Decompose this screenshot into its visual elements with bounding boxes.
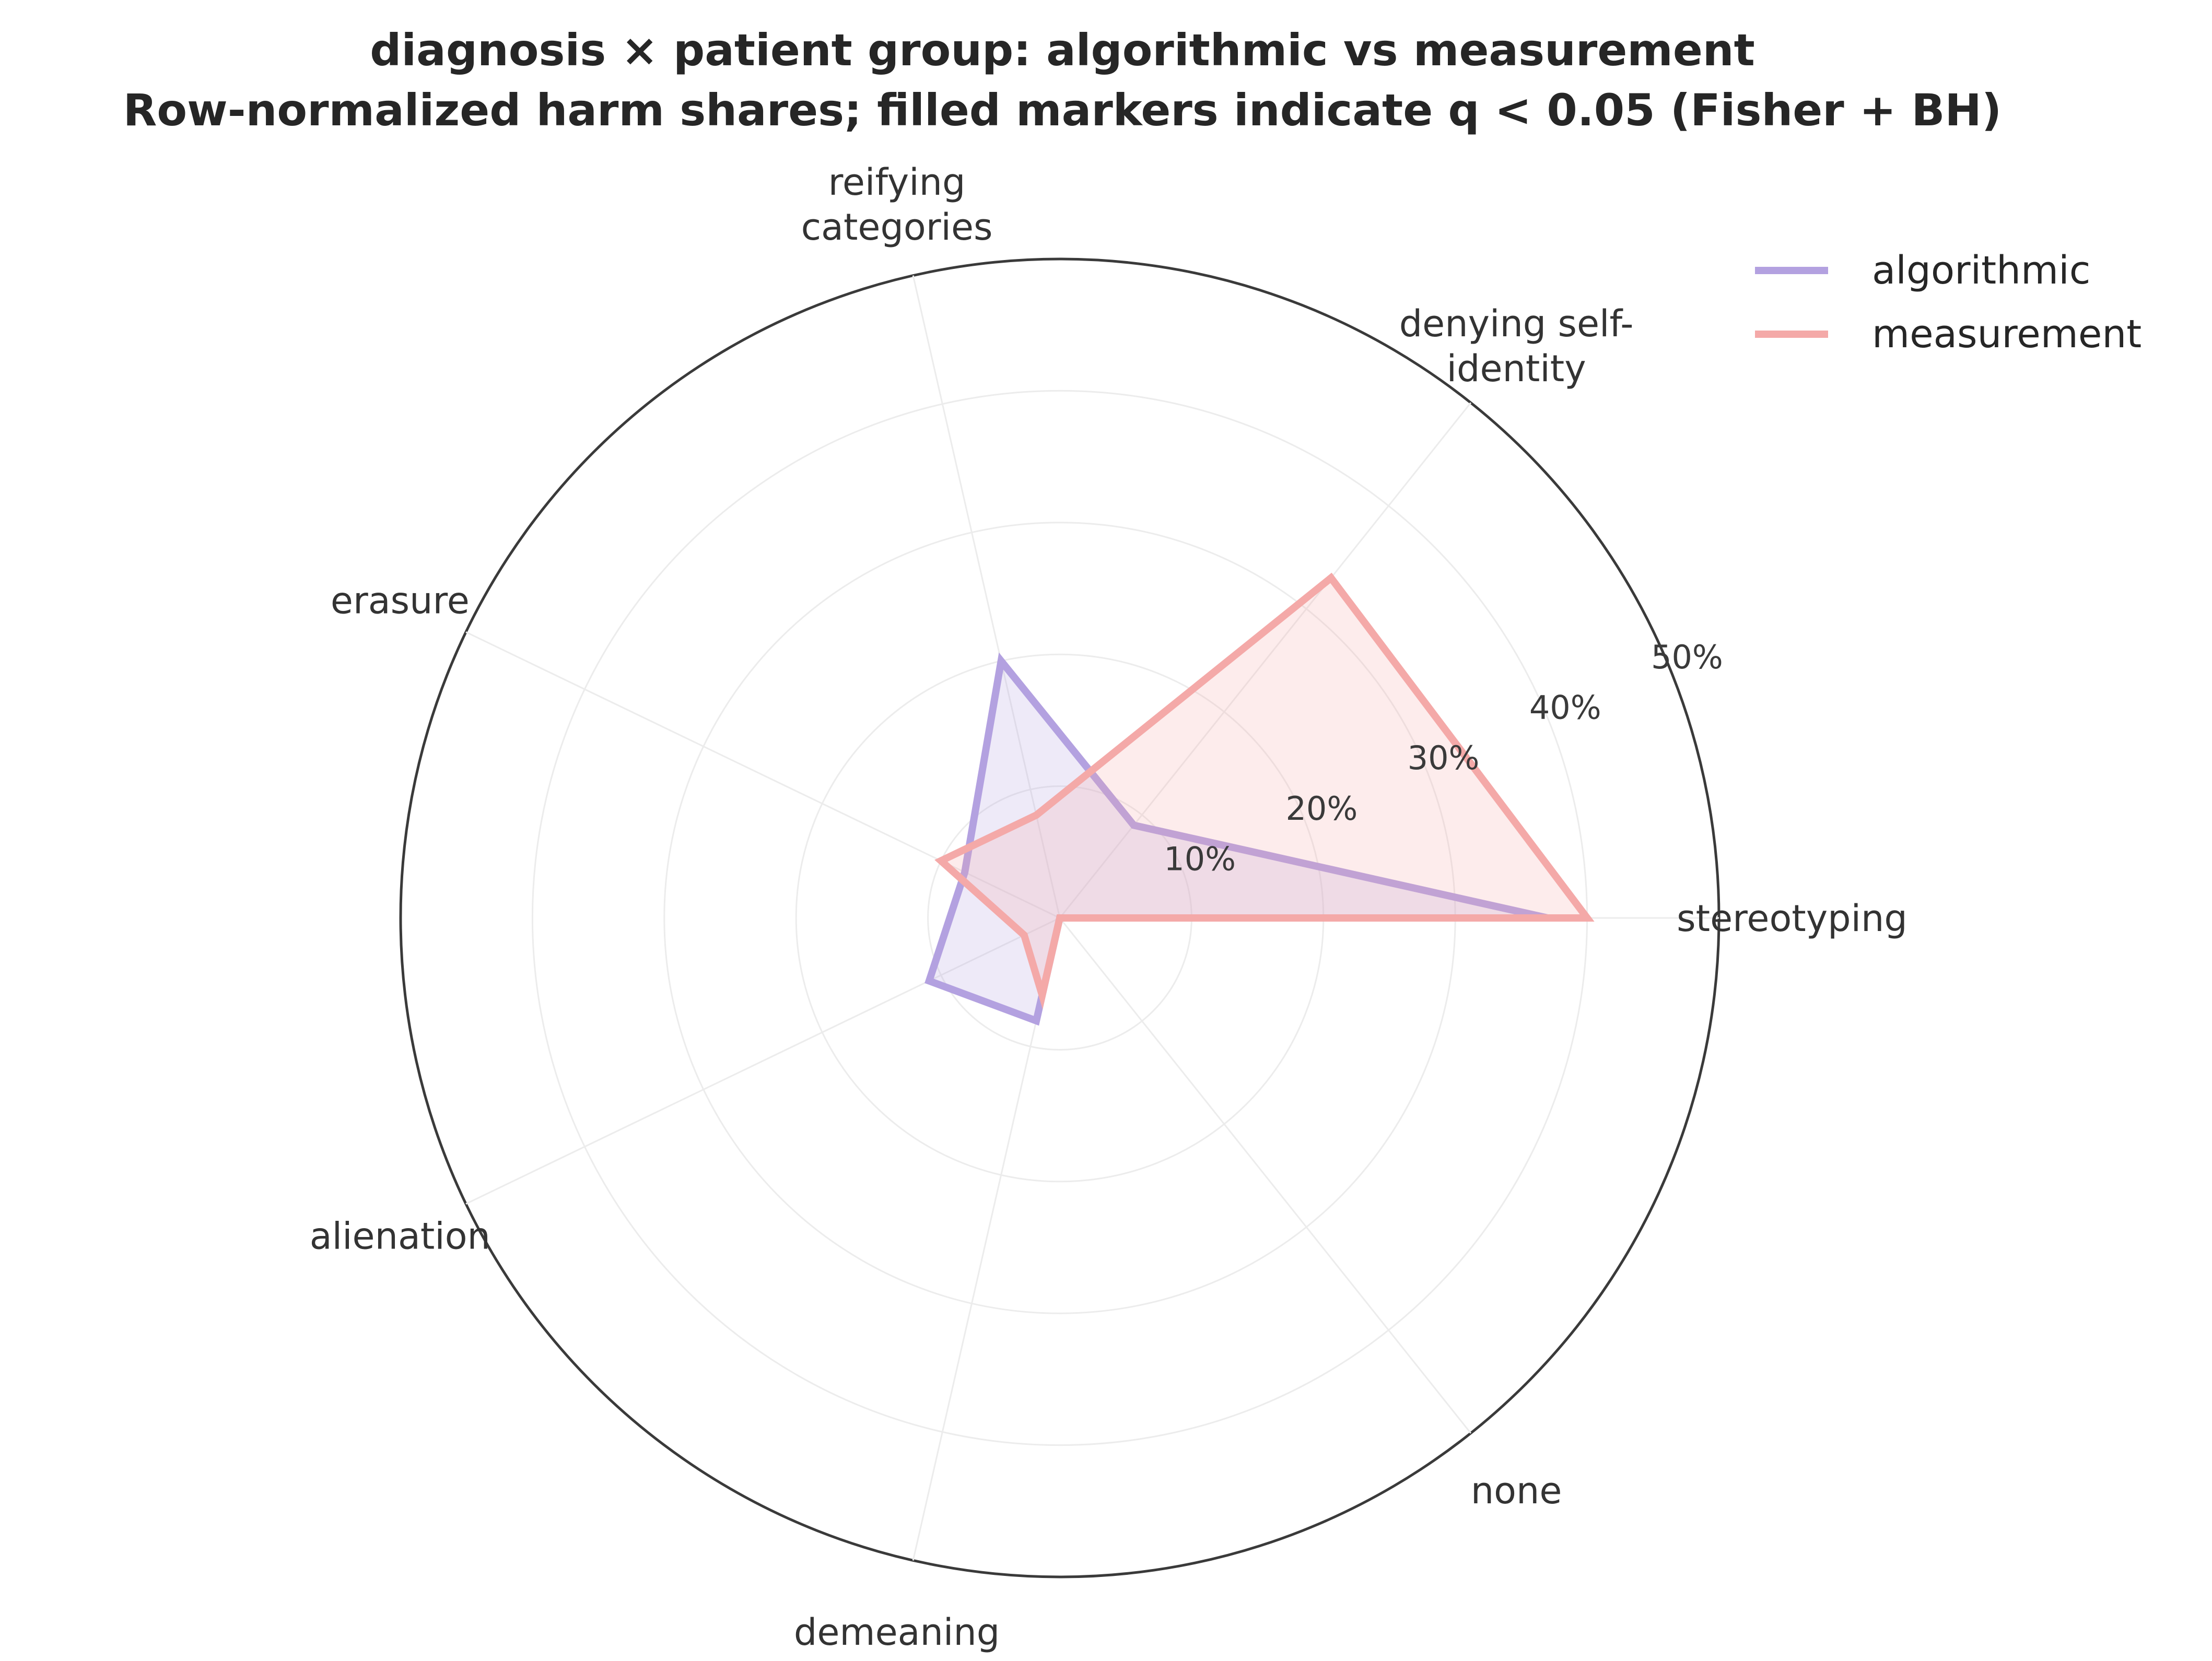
category-label-alienation: alienation — [310, 1215, 490, 1257]
r-tick-label-10: 10% — [1164, 840, 1236, 878]
legend-label-measurement: measurement — [1872, 312, 2141, 357]
category-label-demeaning: demeaning — [794, 1611, 1000, 1654]
radar-series — [924, 572, 1595, 1026]
spoke-denying-self-identity — [1059, 402, 1472, 918]
point-algorithmic-demeaning — [1035, 1020, 1037, 1022]
point-measurement-alienation — [1023, 934, 1025, 936]
legend: algorithmic measurement — [1755, 248, 2141, 357]
r-tick-label-50: 50% — [1651, 638, 1723, 676]
point-measurement-erasure — [940, 859, 942, 862]
legend-label-algorithmic: algorithmic — [1872, 248, 2090, 293]
point-measurement-reifying-categories — [1035, 814, 1037, 816]
r-tick-label-20: 20% — [1285, 790, 1357, 828]
series-fill-measurement — [941, 578, 1587, 995]
point-algorithmic-alienation — [928, 980, 930, 982]
chart-subtitle: Row-normalized harm shares; filled marke… — [123, 85, 2002, 136]
spoke-alienation — [465, 917, 1060, 1205]
category-labels: stereotyping denying self-identity reifyin… — [310, 161, 1907, 1654]
point-measurement-demeaning — [1041, 994, 1043, 996]
spoke-reifying-categories — [912, 275, 1061, 918]
spoke-erasure — [465, 631, 1060, 919]
series-line-measurement — [934, 572, 1595, 1009]
category-label-erasure: erasure — [331, 580, 470, 622]
category-label-stereotyping: stereotyping — [1677, 897, 1907, 940]
category-label-none: none — [1471, 1469, 1562, 1512]
category-label-reifying-categories: reifying categories — [801, 161, 993, 249]
r-tick-label-30: 30% — [1408, 739, 1480, 777]
point-measurement-denying-self-identity — [1330, 577, 1332, 579]
series-fill-algorithmic — [929, 661, 1548, 1021]
radial-tick-labels: 10% 20% 30% 40% 50% — [1164, 638, 1723, 878]
point-algorithmic-reifying-categories — [1000, 660, 1002, 662]
spoke-none — [1059, 917, 1472, 1434]
category-label-denying-self-identity: denying self-identity — [1399, 302, 1634, 390]
point-measurement-stereotyping — [1586, 917, 1588, 919]
spoke-demeaning — [912, 917, 1061, 1561]
chart-title: diagnosis × patient group: algorithmic v… — [370, 25, 1755, 76]
r-tick-label-40: 40% — [1529, 689, 1601, 727]
point-measurement-none — [1059, 917, 1061, 919]
